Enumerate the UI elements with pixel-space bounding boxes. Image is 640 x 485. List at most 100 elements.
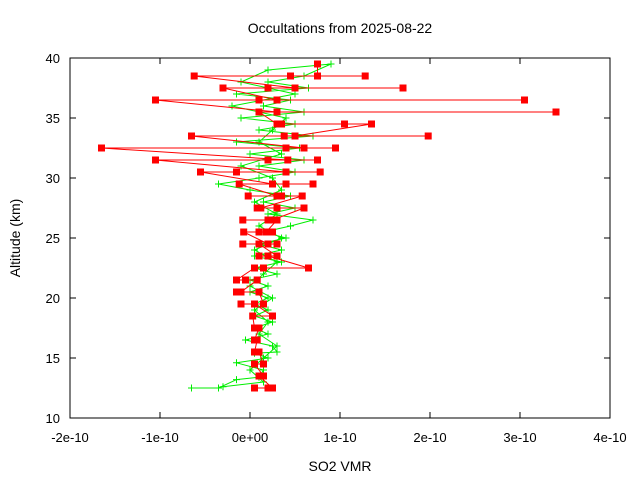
- y-tick-label: 35: [46, 111, 60, 126]
- data-point-square: [255, 240, 263, 248]
- data-point-square: [341, 120, 348, 128]
- series-line: [191, 63, 332, 389]
- data-point-plus: [327, 60, 335, 68]
- data-point-square: [264, 216, 272, 224]
- data-point-plus: [309, 216, 317, 224]
- data-point-plus: [269, 294, 276, 302]
- data-point-square: [255, 348, 263, 356]
- data-point-square: [197, 168, 204, 176]
- data-point-square: [242, 276, 249, 284]
- data-point-plus: [264, 318, 272, 326]
- data-point-plus: [273, 342, 281, 350]
- data-point-square: [309, 180, 317, 188]
- data-point-square: [244, 192, 252, 200]
- data-point-plus: [233, 138, 240, 146]
- data-point-square: [260, 264, 267, 272]
- data-point-plus: [269, 174, 276, 182]
- data-point-square: [284, 156, 292, 164]
- data-point-square: [300, 204, 308, 212]
- data-point-square: [273, 96, 281, 104]
- data-point-square: [219, 84, 227, 92]
- data-point-plus: [233, 90, 240, 98]
- data-point-square: [314, 60, 321, 68]
- data-point-plus: [215, 180, 222, 188]
- data-point-square: [273, 240, 281, 248]
- data-point-square: [251, 336, 258, 344]
- data-point-plus: [273, 348, 281, 356]
- y-tick-label: 40: [46, 51, 60, 66]
- data-point-square: [249, 312, 257, 320]
- data-point-square: [287, 72, 294, 80]
- data-point-square: [251, 264, 258, 272]
- data-point-plus: [242, 336, 249, 344]
- data-point-plus: [278, 150, 285, 158]
- data-point-plus: [264, 282, 272, 290]
- data-point-plus: [188, 384, 195, 392]
- data-point-plus: [255, 162, 263, 170]
- x-tick-label: -1e-10: [141, 430, 179, 445]
- data-point-square: [424, 132, 432, 140]
- data-point-plus: [233, 359, 240, 367]
- data-point-square: [278, 192, 285, 200]
- x-tick-label: 0e+00: [232, 430, 269, 445]
- data-point-square: [316, 168, 324, 176]
- data-point-plus: [260, 102, 267, 110]
- data-point-plus: [251, 198, 258, 206]
- data-point-square: [264, 156, 272, 164]
- data-point-plus: [264, 66, 272, 74]
- data-point-square: [291, 132, 299, 140]
- data-point-plus: [273, 210, 281, 218]
- data-point-square: [269, 180, 276, 188]
- data-point-square: [251, 360, 258, 368]
- y-tick-label: 25: [46, 231, 60, 246]
- data-point-plus: [260, 270, 267, 278]
- data-point-plus: [282, 114, 290, 122]
- data-point-square: [240, 228, 248, 236]
- data-point-square: [521, 96, 528, 104]
- data-point-square: [233, 168, 240, 176]
- data-point-plus: [255, 174, 263, 182]
- data-point-plus: [278, 246, 285, 254]
- data-point-plus: [269, 126, 276, 134]
- data-point-plus: [255, 126, 263, 134]
- data-point-plus: [228, 102, 236, 110]
- data-point-plus: [273, 270, 281, 278]
- data-point-square: [262, 228, 270, 236]
- data-point-square: [273, 252, 281, 260]
- data-point-square: [152, 96, 159, 104]
- data-point-square: [282, 168, 290, 176]
- data-point-square: [269, 384, 276, 392]
- data-point-plus: [260, 366, 267, 374]
- data-point-square: [251, 300, 258, 308]
- data-point-square: [260, 300, 267, 308]
- data-point-plus: [215, 384, 222, 392]
- data-point-square: [368, 120, 375, 128]
- data-point-square: [269, 216, 276, 224]
- data-point-square: [282, 180, 290, 188]
- data-point-plus: [291, 90, 299, 98]
- data-point-square: [273, 216, 281, 224]
- x-tick-label: 2e-10: [413, 430, 446, 445]
- data-point-square: [255, 252, 263, 260]
- data-point-plus: [287, 222, 294, 230]
- data-point-square: [237, 300, 245, 308]
- x-tick-label: -2e-10: [51, 430, 89, 445]
- data-point-plus: [251, 306, 258, 314]
- data-point-square: [152, 156, 159, 164]
- data-point-square: [98, 144, 105, 152]
- data-point-square: [260, 360, 267, 368]
- data-point-plus: [251, 246, 258, 254]
- data-point-plus: [260, 198, 267, 206]
- data-point-square: [273, 120, 281, 128]
- data-point-square: [280, 132, 288, 140]
- data-point-square: [253, 204, 261, 212]
- data-point-square: [253, 276, 261, 284]
- data-point-square: [264, 84, 272, 92]
- data-point-square: [255, 96, 263, 104]
- data-point-square: [251, 384, 258, 392]
- data-point-square: [314, 156, 321, 164]
- data-point-square: [257, 204, 265, 212]
- data-series-group: [98, 60, 560, 392]
